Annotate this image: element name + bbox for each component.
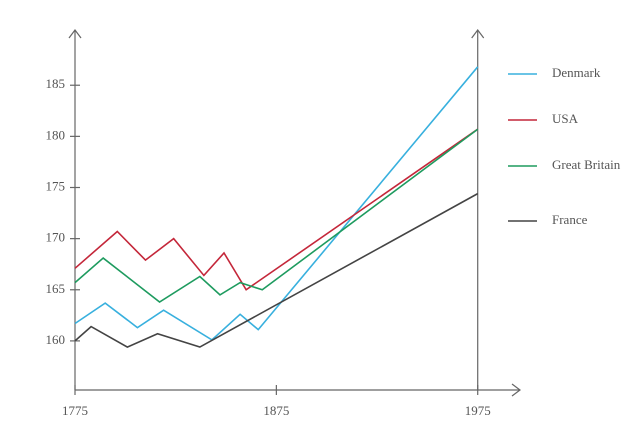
legend-label: Denmark xyxy=(552,65,601,80)
x-tick-label: 1775 xyxy=(62,403,88,418)
legend-label: France xyxy=(552,212,588,227)
series-line xyxy=(74,66,479,341)
y-tick-label: 160 xyxy=(46,332,66,347)
right-axis-arrow xyxy=(471,29,485,39)
x-axis-arrow xyxy=(511,383,521,397)
series-line xyxy=(74,192,479,348)
y-tick-label: 180 xyxy=(46,127,66,142)
y-tick-label: 165 xyxy=(46,281,66,296)
series-line xyxy=(74,128,479,304)
y-tick-label: 185 xyxy=(46,76,66,91)
x-tick-label: 1875 xyxy=(263,403,289,418)
legend-label: Great Britain xyxy=(552,157,621,172)
y-axis-arrow xyxy=(68,29,82,39)
y-tick-label: 175 xyxy=(46,178,66,193)
legend-label: USA xyxy=(552,111,579,126)
x-tick-label: 1975 xyxy=(465,403,491,418)
series-line xyxy=(74,128,479,291)
y-tick-label: 170 xyxy=(46,230,66,245)
